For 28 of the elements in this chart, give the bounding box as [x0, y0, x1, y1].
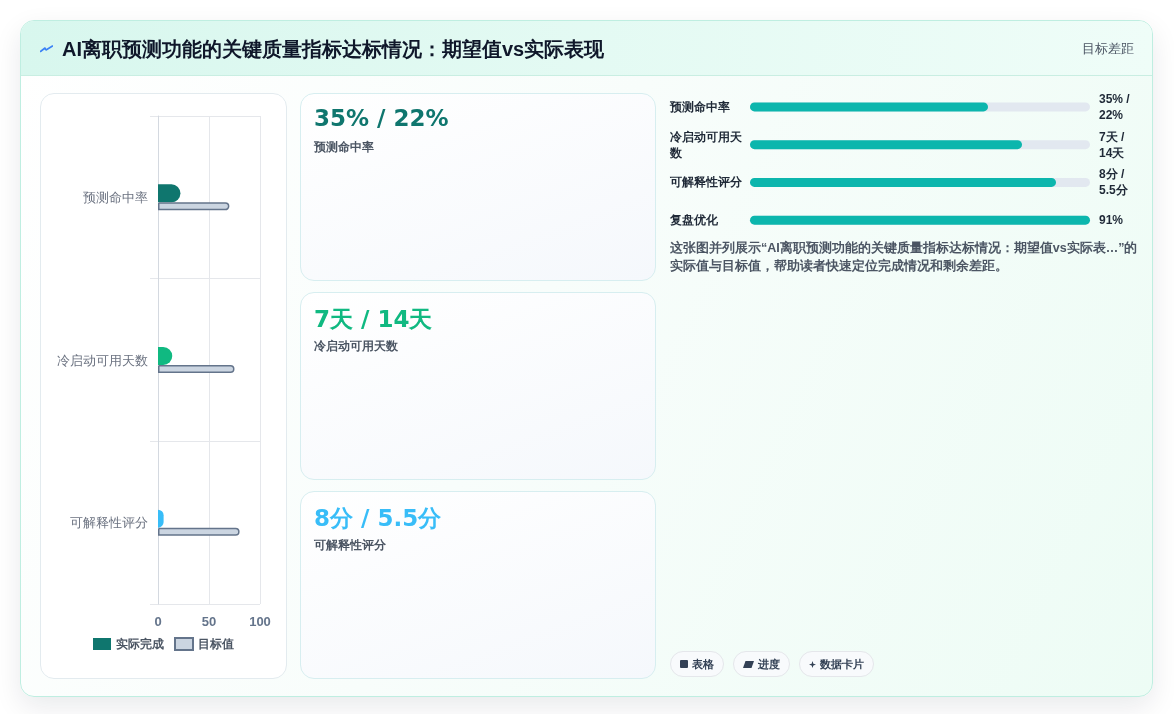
y-tick-label: 冷启动可用天数	[57, 352, 148, 368]
text: 35% / 22%	[314, 105, 449, 131]
text: 可解释性评分	[314, 537, 386, 554]
y-tick-label: 冷启动可用天数	[669, 129, 743, 160]
text: 7天 / 14天	[314, 305, 433, 334]
text: 表格	[692, 656, 714, 672]
text: 这张图并列展示“AI离职预测功能的关键质量指标达标情况：期望值vs实际表…”的实际值与目标值，帮助读者快速定位完成情况和剩余差距。	[670, 239, 1139, 275]
text: 8分 / 5.5分	[1099, 166, 1129, 199]
y-tick-label: 复盘优化	[669, 213, 719, 228]
text: 进度	[758, 656, 780, 672]
y-tick-label: 预测命中率	[83, 189, 148, 205]
text: 冷启动可用天数	[314, 338, 398, 355]
text: 91%	[1099, 212, 1125, 229]
text: 目标差距	[1082, 40, 1134, 58]
y-tick-label: 预测命中率	[669, 99, 730, 114]
x-tick-label: 100	[249, 614, 271, 629]
text: 预测命中率	[314, 139, 374, 156]
y-tick-label: 可解释性评分	[669, 175, 743, 190]
legend-label: 实际完成	[116, 637, 164, 651]
legend-label: 目标值	[198, 637, 234, 651]
text: AI离职预测功能的关键质量指标达标情况：期望值vs实际表现	[62, 37, 605, 62]
text: 35% / 22%	[1099, 90, 1131, 123]
text: 8分 / 5.5分	[314, 504, 442, 533]
x-tick-label: 50	[201, 614, 217, 629]
y-tick-label: 可解释性评分	[70, 515, 148, 531]
text: 数据卡片	[820, 656, 864, 672]
x-tick-label: 0	[154, 614, 162, 629]
text: 7天 / 14天	[1099, 128, 1126, 161]
